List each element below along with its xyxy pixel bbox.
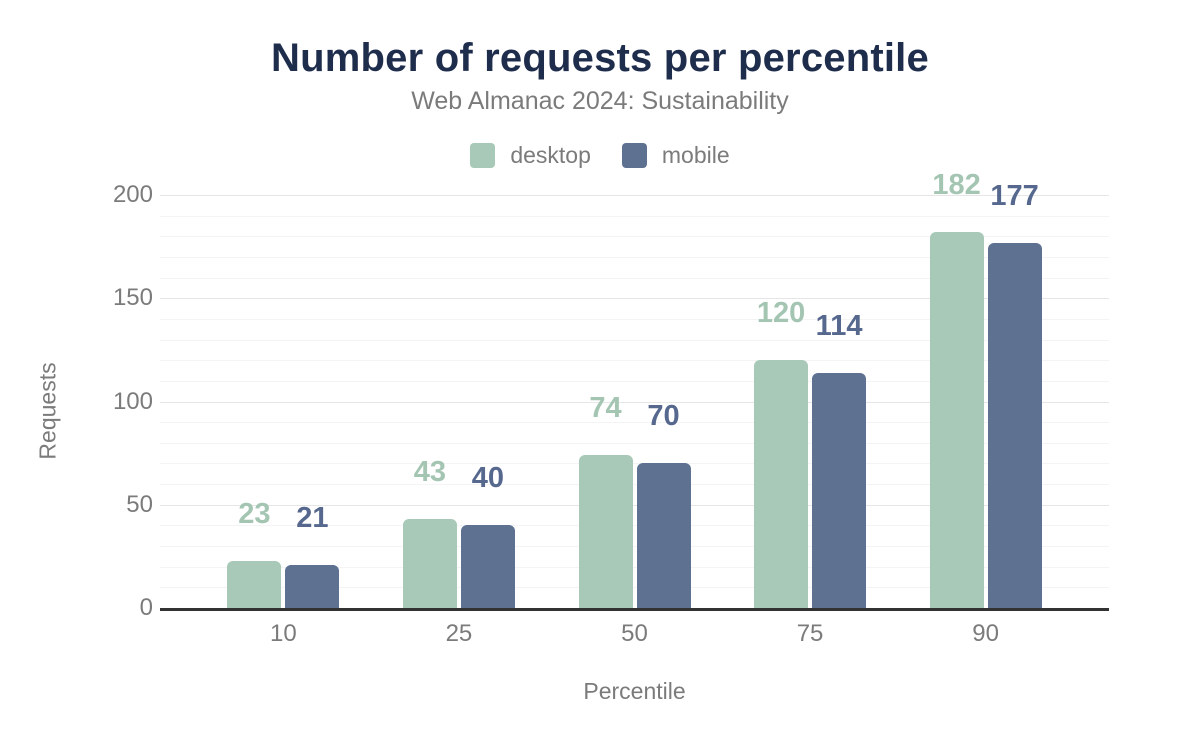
gridline [160, 318, 1109, 320]
gridline [160, 463, 1109, 465]
bar-value-desktop-p75: 120 [756, 297, 806, 330]
y-tick-label: 0 [139, 594, 153, 621]
gridline [160, 422, 1109, 424]
gridline [160, 298, 1109, 300]
plot-area: 23 43 74 120 182 21 40 70 114 177 [160, 171, 1109, 611]
bar-mobile-p75 [812, 372, 867, 608]
y-tick-label: 150 [112, 284, 153, 312]
x-tick-label: 75 [796, 620, 824, 647]
y-tick-label: 200 [112, 181, 153, 208]
gridline [160, 215, 1109, 217]
bar-value-mobile-p25: 40 [471, 462, 505, 495]
gridline [160, 566, 1109, 568]
gridline [160, 380, 1109, 382]
x-tick-label: 90 [972, 620, 999, 647]
legend-label-desktop: desktop [510, 142, 591, 168]
bar-desktop-p10 [227, 560, 282, 608]
bar-mobile-p25 [460, 525, 515, 608]
x-tick-label: 50 [621, 620, 648, 647]
x-axis-ticks: 10 25 50 75 90 [160, 620, 1109, 650]
legend-label-mobile: mobile [661, 142, 730, 168]
gridline [160, 525, 1109, 527]
gridline [160, 587, 1109, 589]
bar-value-mobile-p10: 21 [296, 501, 329, 534]
y-axis-ticks: 0 50 100 150 200 [0, 181, 153, 621]
legend-item-desktop: desktop [470, 142, 591, 169]
gridline [160, 442, 1109, 444]
bar-value-desktop-p25: 43 [413, 456, 447, 489]
gridline [160, 484, 1109, 486]
gridline [160, 195, 1109, 196]
gridline [160, 504, 1109, 506]
gridline [160, 236, 1109, 238]
gridline [160, 546, 1109, 548]
bar-value-desktop-p90: 182 [932, 169, 981, 202]
x-axis-title: Percentile [583, 678, 686, 704]
bar-value-desktop-p10: 23 [238, 497, 271, 530]
legend-swatch-desktop [470, 143, 496, 168]
chart-subtitle: Web Almanac 2024: Sustainability [411, 87, 789, 115]
gridline [160, 339, 1109, 341]
bar-mobile-p50 [636, 463, 691, 608]
gridline [160, 277, 1109, 279]
bar-value-mobile-p75: 114 [815, 309, 863, 342]
chart-title: Number of requests per percentile [271, 36, 929, 80]
legend-swatch-mobile [621, 143, 647, 168]
x-tick-label: 25 [445, 620, 473, 647]
gridline [160, 256, 1109, 258]
x-tick-label: 10 [270, 620, 297, 647]
bar-desktop-p50 [578, 455, 633, 608]
bar-desktop-p75 [754, 360, 809, 608]
legend-item-mobile: mobile [621, 142, 730, 169]
y-tick-label: 100 [112, 387, 153, 415]
gridline [160, 401, 1109, 403]
bar-mobile-p10 [285, 564, 340, 608]
bar-value-mobile-p90: 177 [990, 179, 1039, 212]
gridline [160, 360, 1109, 362]
legend: desktop mobile [0, 142, 1200, 169]
bar-value-desktop-p50: 74 [589, 392, 622, 425]
bar-desktop-p25 [402, 519, 457, 608]
bar-value-mobile-p50: 70 [647, 400, 680, 433]
bar-mobile-p90 [987, 242, 1042, 608]
bar-desktop-p90 [929, 232, 984, 608]
y-tick-label: 50 [126, 490, 153, 518]
